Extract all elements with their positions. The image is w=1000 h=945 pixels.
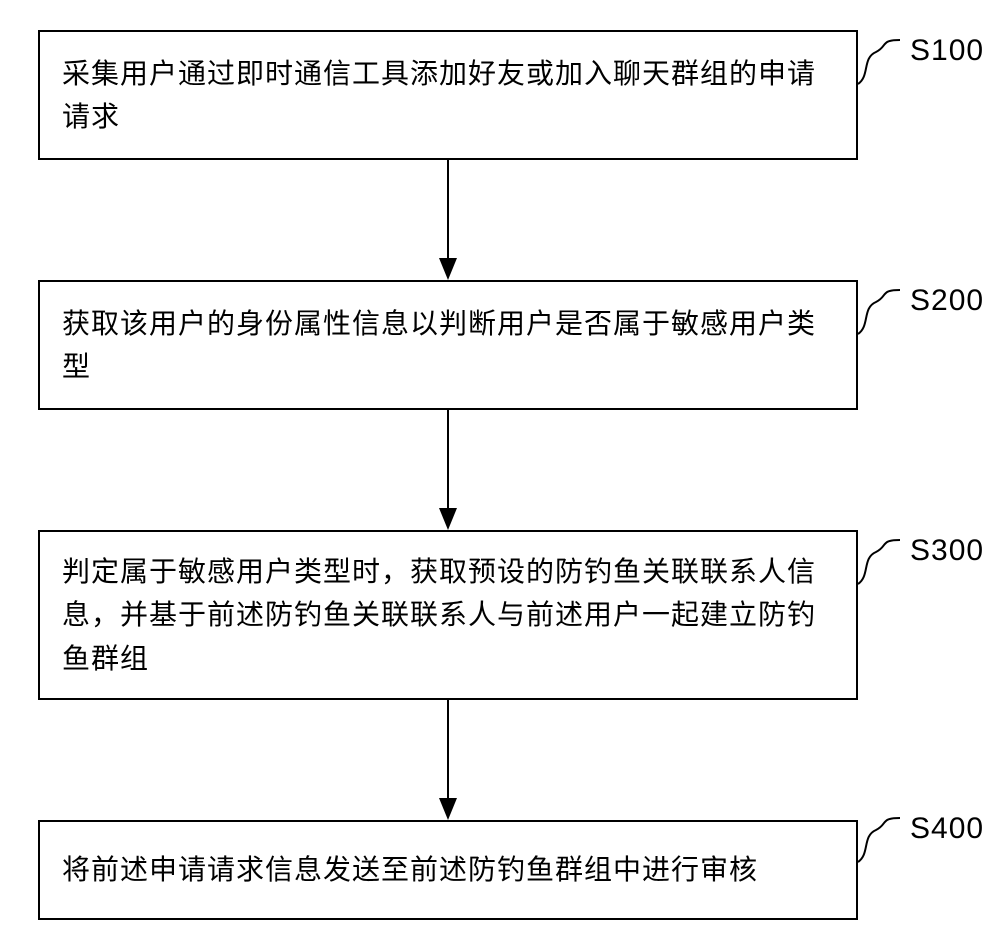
step-label-s200: S200: [910, 284, 984, 318]
flowchart-canvas: 采集用户通过即时通信工具添加好友或加入聊天群组的申请请求 S100 获取该用户的…: [0, 0, 1000, 945]
arrow-s100-s200: [439, 160, 457, 280]
leader-s200: [858, 290, 900, 334]
step-label-s300: S300: [910, 534, 984, 568]
step-box-s200: 获取该用户的身份属性信息以判断用户是否属于敏感用户类型: [38, 280, 858, 410]
leader-s400: [858, 818, 900, 862]
leader-s100: [858, 40, 900, 84]
step-box-s400: 将前述申请请求信息发送至前述防钓鱼群组中进行审核: [38, 820, 858, 920]
arrow-s300-s400: [439, 700, 457, 820]
step-text-s400: 将前述申请请求信息发送至前述防钓鱼群组中进行审核: [62, 848, 758, 891]
step-text-s200: 获取该用户的身份属性信息以判断用户是否属于敏感用户类型: [62, 302, 834, 389]
step-text-s100: 采集用户通过即时通信工具添加好友或加入聊天群组的申请请求: [62, 52, 834, 139]
step-label-s100: S100: [910, 34, 984, 68]
step-label-s400: S400: [910, 812, 984, 846]
arrow-s200-s300: [439, 410, 457, 530]
step-text-s300: 判定属于敏感用户类型时，获取预设的防钓鱼关联联系人信息，并基于前述防钓鱼关联联系…: [62, 550, 834, 680]
step-box-s100: 采集用户通过即时通信工具添加好友或加入聊天群组的申请请求: [38, 30, 858, 160]
leader-s300: [858, 540, 900, 584]
step-box-s300: 判定属于敏感用户类型时，获取预设的防钓鱼关联联系人信息，并基于前述防钓鱼关联联系…: [38, 530, 858, 700]
